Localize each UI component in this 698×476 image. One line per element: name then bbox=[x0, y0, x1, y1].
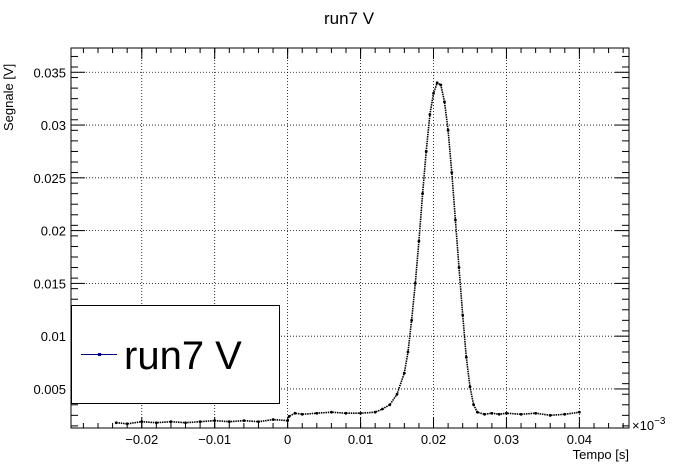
x-tick-label: −0.02 bbox=[125, 432, 158, 447]
y-tick-label: 0.005 bbox=[33, 382, 66, 397]
data-point bbox=[395, 392, 399, 396]
x-tick-label: 0.03 bbox=[494, 432, 519, 447]
data-point bbox=[548, 413, 552, 417]
data-point bbox=[519, 412, 523, 416]
chart-title: run7 V bbox=[324, 9, 375, 28]
data-point bbox=[450, 171, 454, 174]
data-point bbox=[483, 412, 486, 416]
data-point bbox=[293, 411, 297, 415]
data-point bbox=[344, 411, 348, 415]
data-point bbox=[410, 318, 414, 322]
data-point bbox=[140, 420, 144, 424]
series-group bbox=[114, 81, 581, 426]
data-point bbox=[490, 411, 494, 415]
data-point bbox=[402, 371, 406, 375]
data-point bbox=[428, 113, 432, 116]
x-tick-label: 0 bbox=[284, 432, 291, 447]
data-point bbox=[417, 239, 421, 243]
data-point bbox=[443, 100, 446, 104]
y-tick-label: 0.01 bbox=[41, 329, 66, 344]
plot-frame bbox=[70, 47, 630, 429]
x-tick-label: 0.02 bbox=[421, 432, 446, 447]
data-point bbox=[315, 411, 319, 415]
data-point bbox=[497, 412, 501, 416]
data-point bbox=[457, 266, 461, 269]
legend-label: run7 V bbox=[124, 334, 242, 378]
data-point bbox=[381, 407, 384, 411]
y-tick-label: 0.03 bbox=[41, 118, 66, 133]
data-point bbox=[475, 410, 479, 414]
data-point bbox=[198, 420, 202, 424]
data-point bbox=[446, 128, 450, 132]
data-point bbox=[472, 403, 476, 407]
data-point bbox=[454, 218, 457, 222]
data-point bbox=[287, 414, 291, 418]
data-point bbox=[169, 420, 173, 424]
data-point bbox=[388, 403, 392, 407]
y-tick-label: 0.02 bbox=[41, 224, 66, 239]
x-exponent-label: ×10−3 bbox=[632, 416, 666, 433]
data-point bbox=[468, 385, 472, 389]
data-point bbox=[464, 355, 468, 359]
y-tick-label: 0.015 bbox=[33, 276, 66, 291]
data-point bbox=[421, 192, 424, 196]
legend-marker-icon bbox=[98, 353, 101, 356]
data-point bbox=[406, 350, 410, 354]
data-point bbox=[432, 91, 435, 95]
data-point bbox=[359, 411, 362, 415]
plot-area: −0.02 −0.01 0 0.01 0.02 0.03 0.04 0.005 0.01 0.01… bbox=[33, 47, 630, 447]
data-point bbox=[439, 83, 443, 87]
data-point bbox=[154, 421, 158, 425]
data-point bbox=[534, 411, 538, 415]
data-point bbox=[257, 420, 260, 424]
x-tick-label: 0.01 bbox=[348, 432, 373, 447]
data-point bbox=[242, 419, 246, 423]
data-point bbox=[435, 81, 439, 85]
x-tick-label: 0.04 bbox=[567, 432, 592, 447]
data-point bbox=[184, 421, 187, 425]
x-exponent-base: ×10 bbox=[632, 418, 654, 433]
y-tick-label: 0.035 bbox=[33, 65, 66, 80]
data-point bbox=[461, 313, 465, 317]
data-point bbox=[286, 419, 290, 423]
data-point bbox=[413, 281, 417, 285]
data-point bbox=[563, 412, 567, 416]
legend: run7 V bbox=[71, 305, 280, 404]
x-exponent-power: −3 bbox=[654, 416, 666, 427]
data-point bbox=[424, 150, 428, 153]
data-point bbox=[330, 410, 333, 414]
data-point bbox=[373, 410, 377, 414]
y-tick-label: 0.025 bbox=[33, 171, 66, 186]
data-point bbox=[578, 410, 581, 414]
x-axis-label: Tempo [s] bbox=[573, 447, 629, 462]
data-point bbox=[213, 419, 217, 423]
x-tick-label: −0.01 bbox=[198, 432, 231, 447]
data-point bbox=[114, 421, 118, 425]
data-point bbox=[227, 420, 231, 424]
data-point bbox=[300, 412, 304, 416]
data-point bbox=[505, 411, 508, 415]
data-point bbox=[125, 422, 129, 426]
data-point bbox=[271, 418, 275, 421]
y-axis-label: Segnale [V] bbox=[1, 64, 16, 131]
